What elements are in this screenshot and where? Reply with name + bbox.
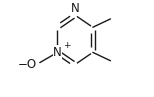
- Text: N: N: [71, 2, 79, 15]
- Text: −O: −O: [18, 58, 37, 71]
- Text: N: N: [53, 46, 62, 59]
- Text: +: +: [63, 41, 71, 50]
